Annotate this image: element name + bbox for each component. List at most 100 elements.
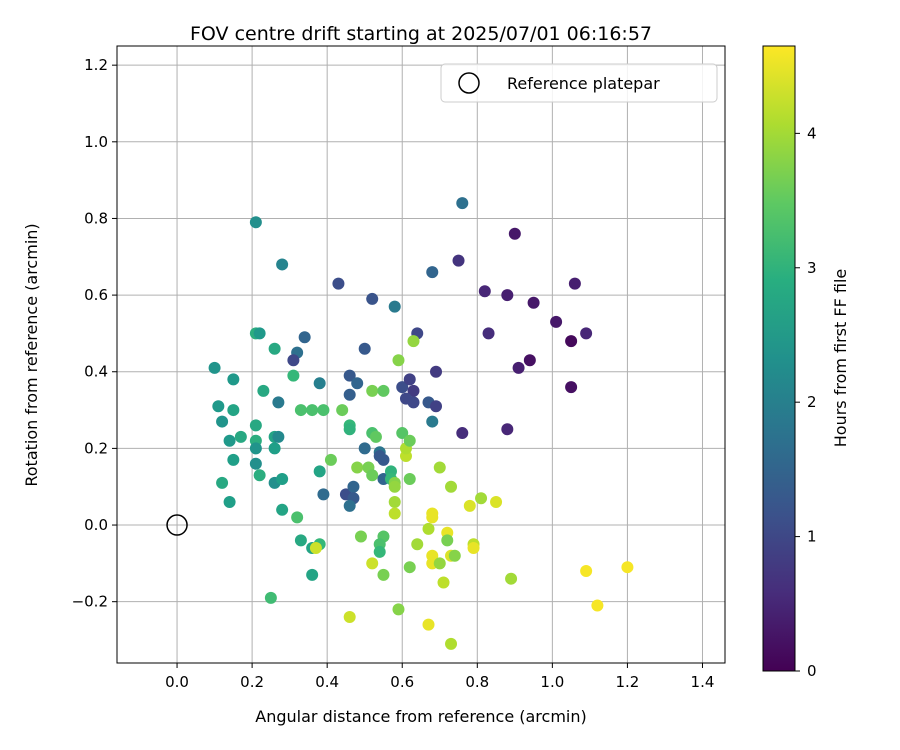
scatter-point <box>306 568 319 581</box>
scatter-point <box>426 415 439 428</box>
scatter-point <box>580 327 593 340</box>
colorbar-title: Hours from first FF file <box>831 269 850 448</box>
scatter-point <box>373 545 386 558</box>
scatter-point <box>268 342 281 355</box>
scatter-point <box>313 465 326 478</box>
scatter-point <box>373 450 386 463</box>
scatter-point <box>272 430 285 443</box>
scatter-point <box>249 442 262 455</box>
scatter-point <box>249 419 262 432</box>
scatter-point <box>407 384 420 397</box>
scatter-point <box>505 572 518 585</box>
scatter-point <box>403 434 416 447</box>
scatter-point <box>227 373 240 386</box>
scatter-point <box>403 373 416 386</box>
scatter-point <box>445 480 458 493</box>
legend[interactable]: Reference platepar <box>440 63 718 103</box>
data-points <box>166 197 634 650</box>
scatter-point <box>358 442 371 455</box>
scatter-point <box>306 404 319 417</box>
scatter-point <box>366 469 379 482</box>
scatter-point <box>512 361 525 374</box>
scatter-point <box>343 499 356 512</box>
scatter-point <box>343 611 356 624</box>
scatter-point <box>249 457 262 470</box>
legend-marker-reference-icon <box>458 72 480 94</box>
grid-lines <box>117 46 725 663</box>
scatter-point <box>366 292 379 305</box>
scatter-point <box>343 369 356 382</box>
scatter-point <box>508 227 521 240</box>
scatter-point <box>433 557 446 570</box>
scatter-point <box>501 423 514 436</box>
scatter-point <box>441 534 454 547</box>
scatter-point <box>403 561 416 574</box>
scatter-point <box>591 599 604 612</box>
scatter-point <box>437 576 450 589</box>
y-tick-label: 0.8 <box>84 209 108 227</box>
x-tick-label: 1.0 <box>540 673 564 691</box>
scatter-point <box>403 473 416 486</box>
scatter-point <box>396 381 409 394</box>
x-tick-label: 0.4 <box>315 673 339 691</box>
scatter-point <box>430 400 443 413</box>
scatter-point <box>411 538 424 551</box>
x-tick-label: 0.6 <box>390 673 414 691</box>
scatter-point <box>369 430 382 443</box>
scatter-point <box>392 603 405 616</box>
scatter-point <box>568 277 581 290</box>
y-tick-label: 0.0 <box>84 516 108 534</box>
scatter-point <box>272 396 285 409</box>
scatter-point <box>482 327 495 340</box>
scatter-point <box>396 427 409 440</box>
scatter-point <box>565 335 578 348</box>
scatter-point <box>358 342 371 355</box>
scatter-point <box>621 561 634 574</box>
scatter-point <box>227 404 240 417</box>
scatter-point <box>456 427 469 440</box>
scatter-point <box>366 557 379 570</box>
scatter-point <box>343 423 356 436</box>
scatter-point <box>253 469 266 482</box>
scatter-point <box>216 476 229 489</box>
scatter-point <box>287 369 300 382</box>
scatter-point <box>336 404 349 417</box>
scatter-point <box>212 400 225 413</box>
scatter-point <box>332 277 345 290</box>
colorbar-tick-label: 3 <box>807 259 817 277</box>
scatter-point <box>294 534 307 547</box>
scatter-point <box>268 442 281 455</box>
scatter-point <box>227 453 240 466</box>
y-tick-label: 0.2 <box>84 439 108 457</box>
colorbar-gradient <box>762 45 796 672</box>
y-tick-label: −0.2 <box>72 593 108 611</box>
y-tick-label: 0.6 <box>84 286 108 304</box>
scatter-point <box>523 354 536 367</box>
scatter-point <box>565 381 578 394</box>
y-axis-title: Rotation from reference (arcmin) <box>22 223 41 486</box>
scatter-point <box>388 507 401 520</box>
scatter-point <box>276 258 289 271</box>
scatter-point <box>298 331 311 344</box>
scatter-point <box>208 361 221 374</box>
scatter-point <box>313 377 326 390</box>
scatter-point <box>249 216 262 229</box>
scatter-point <box>354 530 367 543</box>
scatter-point <box>501 289 514 302</box>
scatter-point <box>253 327 266 340</box>
scatter-point <box>388 300 401 313</box>
scatter-point <box>351 377 364 390</box>
scatter-point <box>490 496 503 509</box>
x-tick-label: 0.8 <box>465 673 489 691</box>
scatter-point <box>377 568 390 581</box>
scatter-point <box>264 591 277 604</box>
reference-platepar-marker <box>166 514 188 536</box>
scatter-point <box>452 254 465 267</box>
scatter-point <box>407 335 420 348</box>
scatter-point <box>430 365 443 378</box>
x-tick-label: 0.0 <box>165 673 189 691</box>
chart-title: FOV centre drift starting at 2025/07/01 … <box>190 23 652 45</box>
y-axis-ticks: −0.2 0.0 0.2 0.4 0.6 0.8 1.0 1.2 <box>72 56 117 611</box>
x-axis-ticks: 0.0 0.2 0.4 0.6 0.8 1.0 1.2 1.4 <box>165 663 714 691</box>
